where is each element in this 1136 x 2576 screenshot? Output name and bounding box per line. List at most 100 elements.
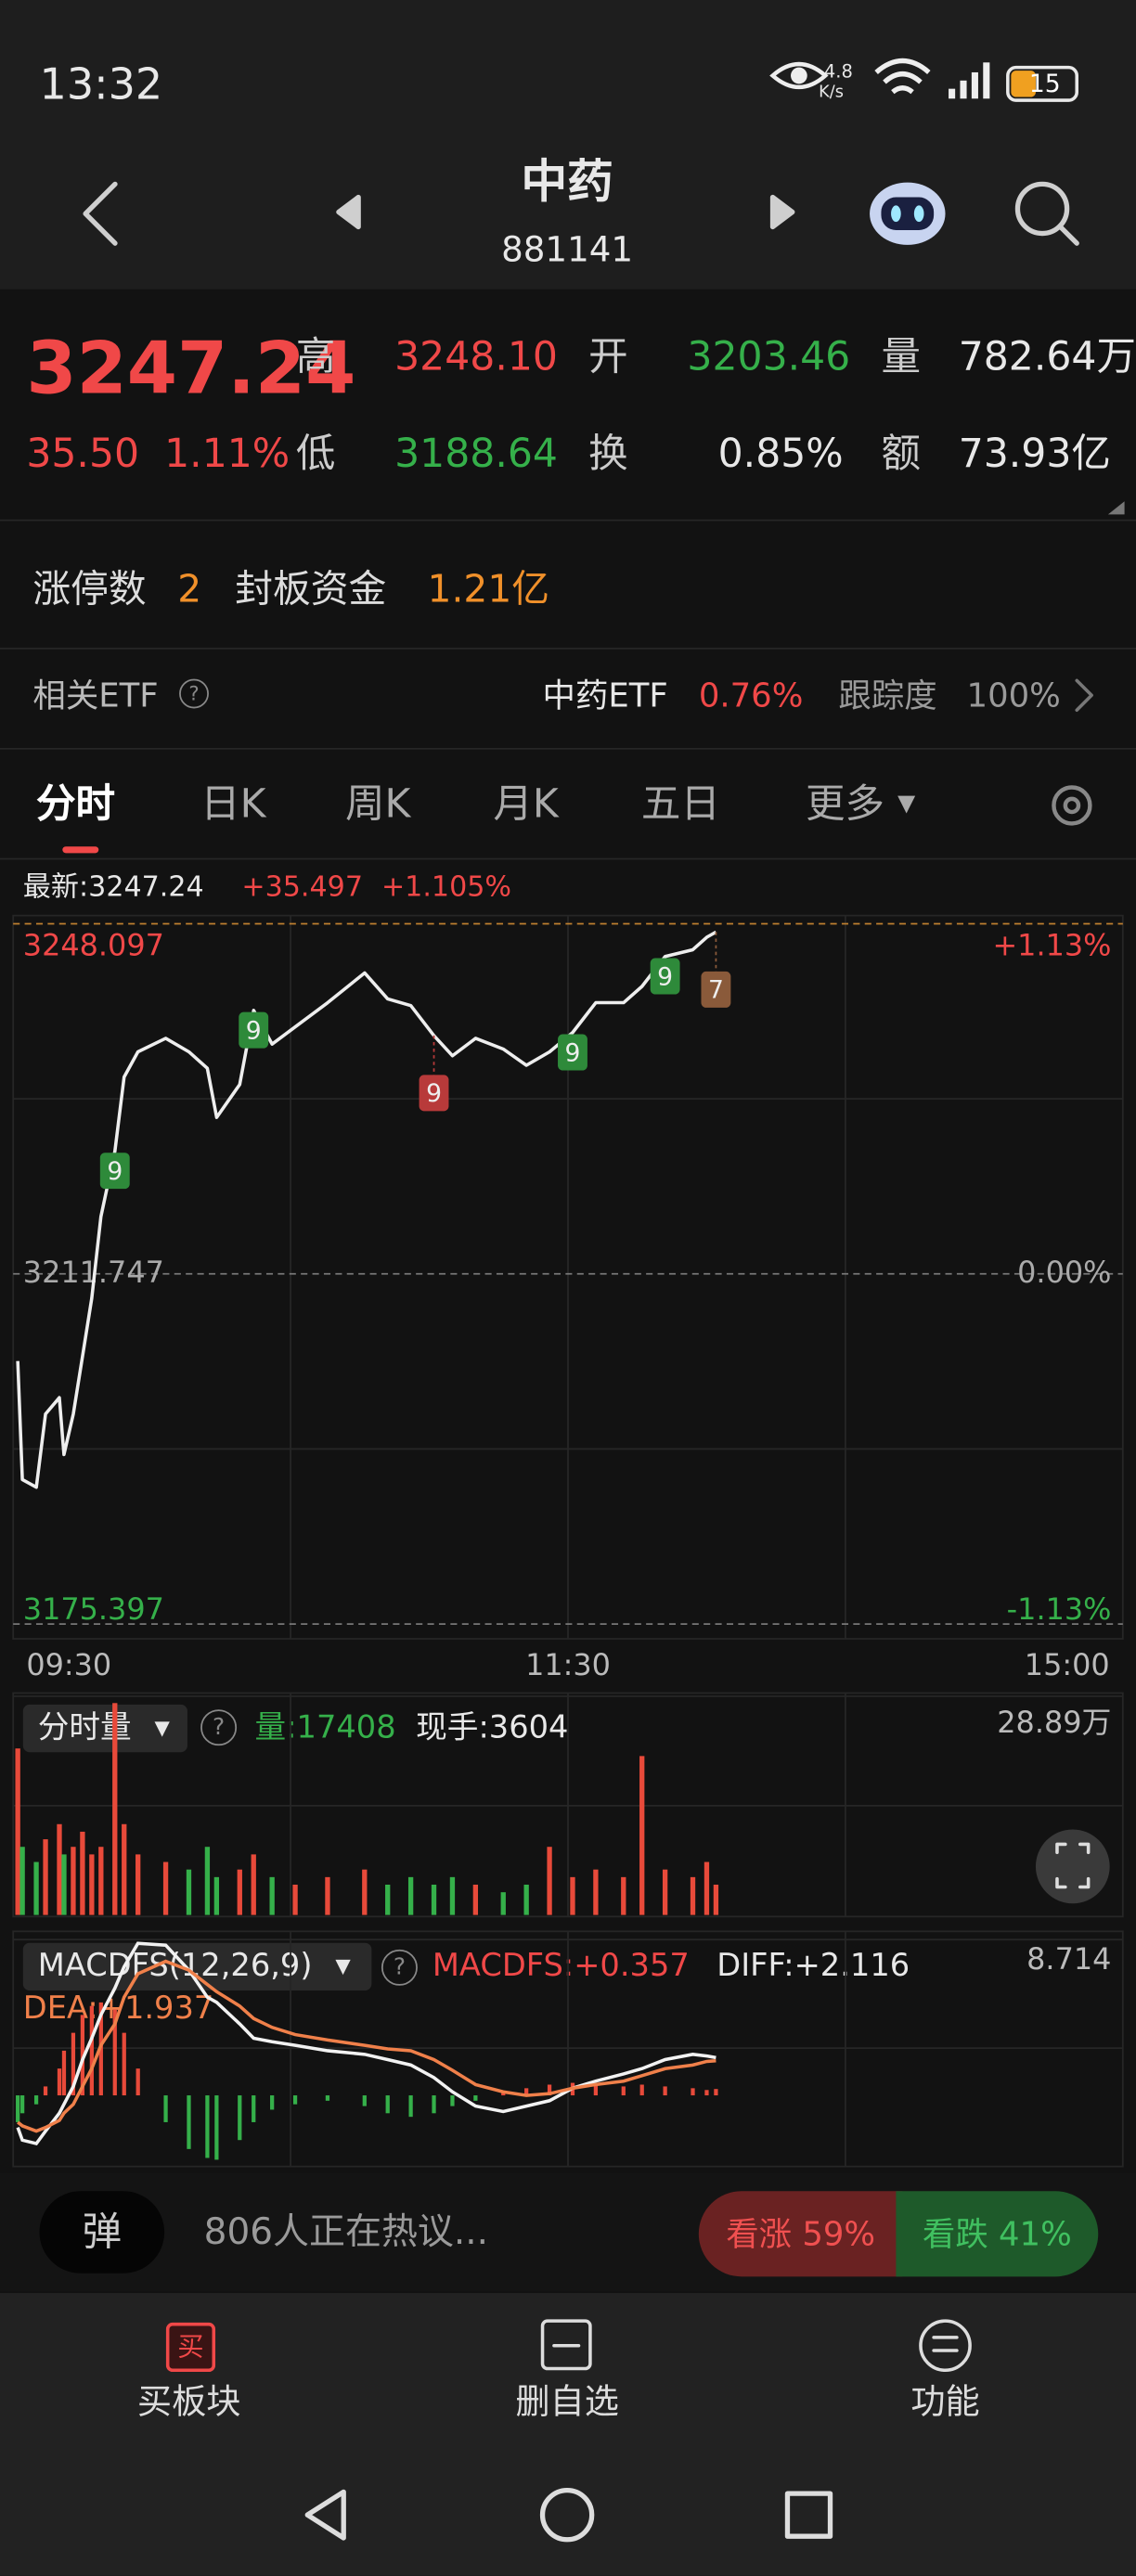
annotation-badge (650, 958, 680, 995)
tab[interactable]: 分时 (35, 780, 115, 827)
annotation-badge (701, 971, 731, 1008)
eye-icon (769, 62, 829, 89)
bull-button[interactable]: 看涨 59% (698, 2191, 903, 2277)
nav-home[interactable] (539, 2487, 595, 2543)
etf-label: 相关ETF (32, 676, 159, 715)
function-lines (932, 2336, 959, 2352)
bear-button[interactable]: 看跌 41% (896, 2191, 1099, 2277)
volume-bar (500, 1892, 506, 1915)
volume-bar (204, 1847, 211, 1915)
help-icon[interactable]: ? (179, 678, 209, 709)
settings-button[interactable] (1052, 785, 1092, 826)
macd-bar (252, 2095, 256, 2122)
chevron[interactable] (1075, 678, 1093, 712)
signal-icon (949, 62, 990, 99)
prev-button[interactable] (336, 194, 361, 230)
macd-bar (408, 2095, 413, 2118)
volume-bar (385, 1885, 391, 1915)
volume-bar (43, 1839, 48, 1915)
macd-bar (20, 2095, 25, 2114)
net-speed: 4.8 (823, 60, 853, 83)
dropdown-arrow: ▼ (897, 791, 916, 818)
fullscreen-button[interactable] (1035, 1829, 1110, 1904)
limit-count: 2 (177, 568, 202, 612)
macd-bar (270, 2095, 275, 2110)
volume-bar (690, 1876, 696, 1915)
volume-bar (33, 1861, 39, 1915)
danmaku-button[interactable]: 弹 (39, 2191, 165, 2273)
etf-name[interactable]: 中药ETF (542, 676, 668, 715)
nav-recent[interactable] (784, 2491, 833, 2539)
field-label: 量 (881, 333, 921, 380)
function-icon[interactable] (919, 2319, 972, 2373)
discussion-text[interactable]: 806人正在热议... (203, 2212, 489, 2254)
robot-icon[interactable] (870, 182, 946, 245)
help-icon[interactable]: ? (381, 1949, 418, 1986)
price-line (16, 930, 717, 1489)
buy-icon[interactable]: 买 (165, 2322, 216, 2373)
change: 35.50 (26, 431, 140, 477)
tab-indicator (62, 846, 99, 854)
latest-change: +35.497 (241, 870, 363, 905)
volume-bar (639, 1756, 645, 1915)
code: 881141 (501, 229, 634, 270)
next-button[interactable] (769, 194, 795, 230)
macd-bar (57, 2068, 62, 2096)
latest: 最新:3247.24 (22, 870, 204, 905)
macd-bar (43, 2086, 48, 2096)
macd-bar (16, 2095, 20, 2122)
macd-line (16, 1941, 716, 2146)
search-button[interactable] (1014, 181, 1070, 237)
current-text: 现手:3604 (416, 1709, 569, 1746)
macd-bar (71, 2032, 76, 2096)
macd-bar (89, 2005, 94, 2096)
field-value: 0.85% (717, 431, 844, 477)
y-tick-label-right: +1.13% (992, 927, 1111, 962)
volume-bar (162, 1861, 169, 1915)
nav-label[interactable]: 买板块 (136, 2381, 241, 2422)
annotation-label: 9 (426, 1079, 442, 1108)
nav-back[interactable] (304, 2489, 346, 2541)
volume-bar (89, 1854, 95, 1915)
volume-bar (292, 1885, 298, 1915)
annotation-badge (99, 1153, 130, 1190)
macd-bar (292, 2095, 298, 2105)
macd-bar (593, 2084, 599, 2096)
back-button[interactable] (83, 181, 118, 246)
volume-bar (122, 1823, 127, 1915)
net-unit: K/s (819, 84, 844, 102)
volume-bar (136, 1854, 141, 1915)
macd-bar (450, 2095, 455, 2106)
volume-bar (269, 1876, 275, 1915)
nav-label[interactable]: 功能 (910, 2381, 980, 2422)
fund-label: 封板资金 (235, 568, 387, 612)
volume-bar (472, 1885, 479, 1915)
y-tick-label-right: -1.13% (1007, 1591, 1112, 1627)
y-tick-label: 8.714 (1026, 1941, 1111, 1977)
divider (0, 519, 1136, 522)
tab[interactable]: 日K (200, 780, 266, 827)
track-label: 跟踪度 (838, 676, 937, 715)
macd-bar (547, 2084, 552, 2096)
help-icon[interactable]: ? (200, 1709, 238, 1746)
tab[interactable]: 月K (493, 780, 559, 827)
nav-label[interactable]: 删自选 (515, 2381, 619, 2422)
macd-bar (136, 2068, 140, 2096)
macd-bar (80, 2015, 85, 2096)
macd-bar (639, 2084, 644, 2096)
tab[interactable]: 更多 (805, 780, 884, 827)
macd-bar (714, 2089, 718, 2096)
volume-bar (61, 1854, 67, 1915)
macd-bar (33, 2095, 39, 2105)
macd-bar (691, 2088, 695, 2096)
battery: 15 (1006, 65, 1079, 102)
macd-bar (238, 2095, 242, 2141)
volume-bar (19, 1847, 25, 1915)
tab[interactable]: 周K (344, 780, 411, 827)
delete-watch-icon[interactable] (540, 2319, 592, 2371)
annotation-label: 7 (708, 976, 724, 1005)
tab[interactable]: 五日 (640, 780, 720, 827)
